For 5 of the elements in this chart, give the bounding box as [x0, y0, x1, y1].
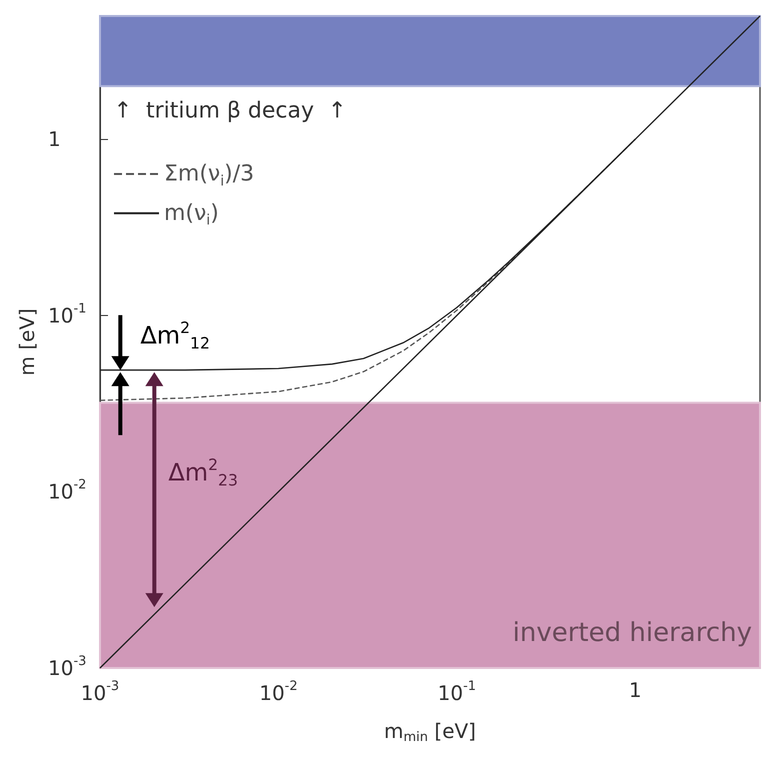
- band-label: inverted hierarchy: [512, 618, 752, 648]
- y-tick-label: 1: [48, 127, 61, 152]
- x-tick-label: 1: [628, 678, 642, 702]
- band-label: ↑ tritium β decay ↑: [114, 98, 346, 124]
- y-axis-title: m [eV]: [15, 308, 40, 376]
